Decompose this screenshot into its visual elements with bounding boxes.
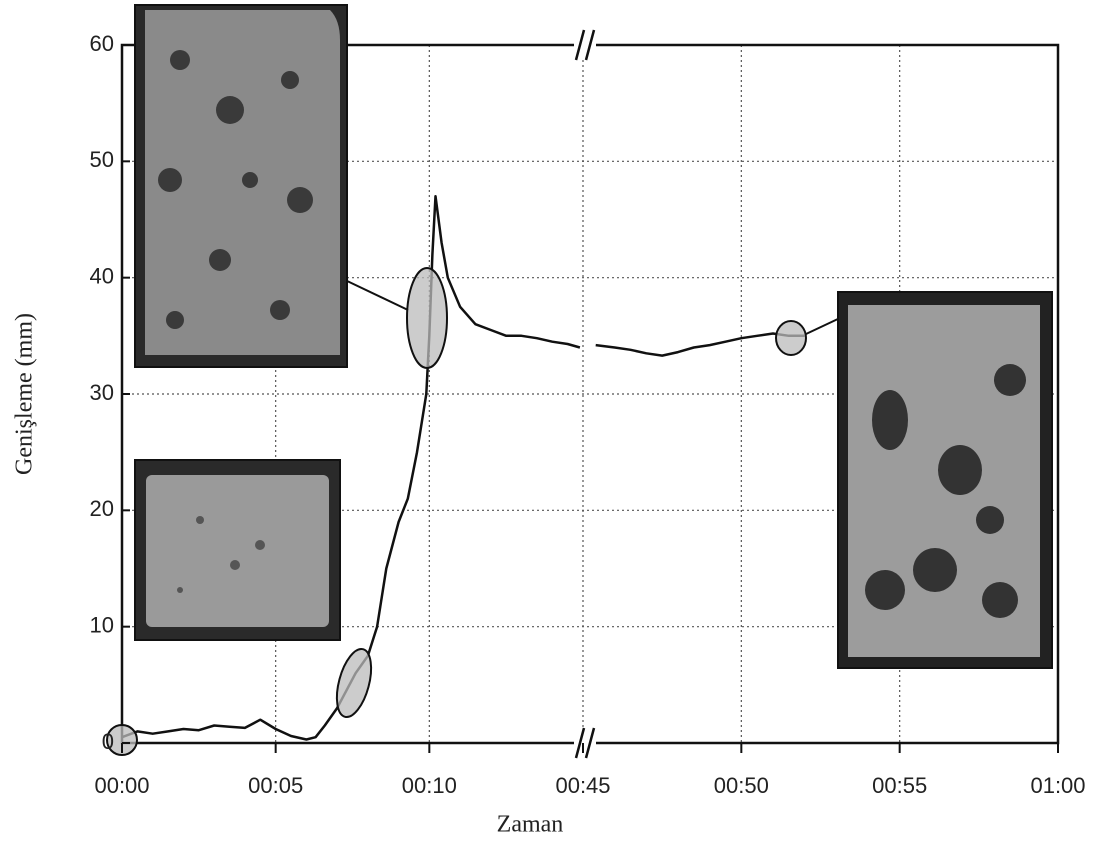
x-tick-label: 00:00 [94,773,149,798]
x-tick-label: 00:05 [248,773,303,798]
x-axis-label: Zaman [497,812,564,838]
y-axis-label: Genişleme (mm) [12,313,38,475]
y-tick-label: 30 [90,380,114,405]
x-tick-label: 00:10 [402,773,457,798]
x-tick-label: 00:55 [872,773,927,798]
x-tick-label: 00:50 [714,773,769,798]
x-tick-label: 00:45 [555,773,610,798]
y-tick-label: 10 [90,612,114,637]
x-tick-label: 01:00 [1030,773,1085,798]
sample-photo [135,5,1052,668]
y-tick-label: 0 [102,729,114,754]
y-tick-label: 60 [90,31,114,56]
y-tick-label: 40 [90,263,114,288]
chart: Zaman Genişleme (mm) 0 10 20 30 40 50 60 00:00 0… [0,0,1109,849]
y-tick-label: 50 [90,147,114,172]
y-tick-label: 20 [90,496,114,521]
